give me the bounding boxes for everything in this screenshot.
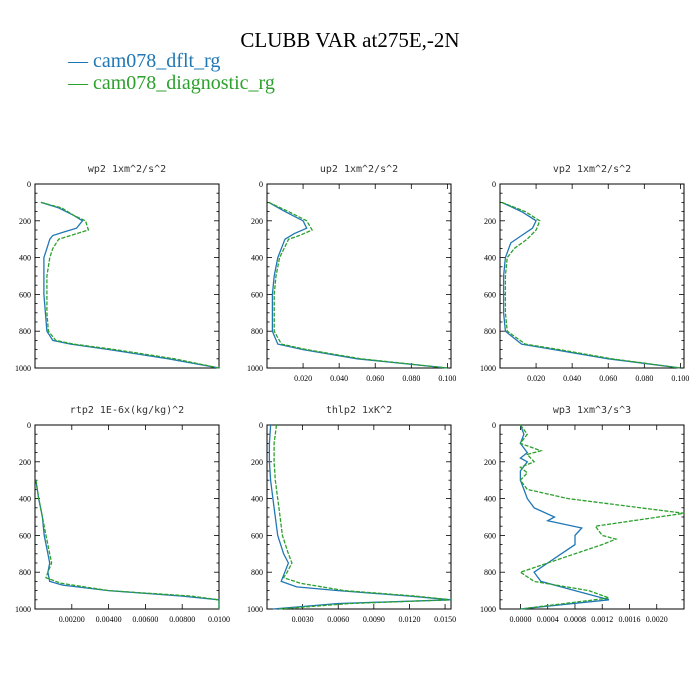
y-tick-label-0: 1000 <box>15 364 31 373</box>
y-tick-label-0: 0 <box>27 180 31 189</box>
x-tick-label-1: 0.020 <box>294 374 312 383</box>
y-tick-label-5: 1000 <box>480 605 496 614</box>
y-tick-label-0: 600 <box>19 290 31 299</box>
y-tick-label-2: 400 <box>484 254 496 263</box>
panel-title-1: up2 1xm^2/s^2 <box>320 164 398 175</box>
legend-item-dflt: — cam078_dflt_rg <box>68 50 275 72</box>
x-tick-label-3: 0.00400 <box>96 615 122 624</box>
y-tick-label-2: 0 <box>492 180 496 189</box>
y-tick-label-0: 200 <box>19 217 31 226</box>
y-tick-label-2: 600 <box>484 290 496 299</box>
series-line-dflt-2 <box>501 201 681 369</box>
y-tick-label-0: 800 <box>19 327 31 336</box>
y-tick-label-1: 0 <box>259 180 263 189</box>
legend-label-diag: cam078_diagnostic_rg <box>93 72 275 94</box>
y-tick-label-0: 400 <box>19 254 31 263</box>
y-tick-label-1: 1000 <box>247 364 263 373</box>
y-tick-label-1: 600 <box>251 290 263 299</box>
x-tick-label-4: 0.0060 <box>327 615 349 624</box>
series-line-diag-5 <box>518 424 685 610</box>
x-tick-label-1: 0.040 <box>330 374 348 383</box>
y-tick-label-3: 400 <box>19 495 31 504</box>
panel-title-3: rtp2 1E-6x(kg/kg)^2 <box>70 405 184 416</box>
y-tick-label-5: 200 <box>484 458 496 467</box>
y-tick-label-2: 800 <box>484 327 496 336</box>
panel-frame-0 <box>34 183 220 369</box>
series-line-dflt-5 <box>519 424 610 610</box>
x-tick-label-5: 0.0004 <box>537 615 559 624</box>
x-tick-label-2: 0.040 <box>563 374 581 383</box>
x-tick-label-5: 0.0016 <box>618 615 640 624</box>
legend-label-dflt: cam078_dflt_rg <box>93 50 221 72</box>
series-line-diag-1 <box>268 201 448 369</box>
y-tick-label-3: 600 <box>19 531 31 540</box>
x-tick-label-5: 0.0000 <box>509 615 531 624</box>
panel-title-4: thlp2 1xK^2 <box>326 405 392 416</box>
y-tick-label-1: 800 <box>251 327 263 336</box>
y-tick-label-2: 1000 <box>480 364 496 373</box>
x-tick-label-4: 0.0120 <box>398 615 420 624</box>
series-line-diag-2 <box>501 201 681 369</box>
y-tick-label-4: 200 <box>251 458 263 467</box>
y-tick-label-1: 400 <box>251 254 263 263</box>
panel-frame-2 <box>499 183 685 369</box>
x-tick-label-5: 0.0008 <box>564 615 586 624</box>
y-tick-label-4: 600 <box>251 531 263 540</box>
x-tick-label-5: 0.0012 <box>591 615 613 624</box>
series-line-diag-3 <box>35 480 220 609</box>
legend: — cam078_dflt_rg — cam078_diagnostic_rg <box>68 50 275 94</box>
x-tick-label-5: 0.0020 <box>646 615 668 624</box>
y-tick-label-3: 1000 <box>15 605 31 614</box>
x-tick-label-4: 0.0030 <box>292 615 314 624</box>
legend-item-diag: — cam078_diagnostic_rg <box>68 72 275 94</box>
series-line-diag-0 <box>40 201 220 369</box>
x-tick-label-4: 0.0150 <box>434 615 456 624</box>
x-tick-label-1: 0.100 <box>438 374 456 383</box>
y-tick-label-5: 600 <box>484 531 496 540</box>
y-tick-label-3: 200 <box>19 458 31 467</box>
panel-title-2: vp2 1xm^2/s^2 <box>553 164 631 175</box>
x-tick-label-3: 0.00200 <box>59 615 85 624</box>
x-tick-label-2: 0.020 <box>527 374 545 383</box>
y-tick-label-3: 800 <box>19 568 31 577</box>
y-tick-label-3: 0 <box>27 421 31 430</box>
x-tick-label-1: 0.060 <box>366 374 384 383</box>
series-line-dflt-1 <box>268 201 448 369</box>
x-tick-label-3: 0.00600 <box>132 615 158 624</box>
y-tick-label-4: 800 <box>251 568 263 577</box>
y-tick-label-5: 800 <box>484 568 496 577</box>
x-tick-label-2: 0.060 <box>599 374 617 383</box>
y-tick-label-5: 400 <box>484 495 496 504</box>
panel-title-0: wp2 1xm^2/s^2 <box>88 164 166 175</box>
x-tick-label-1: 0.080 <box>402 374 420 383</box>
x-tick-label-3: 0.0100 <box>208 615 230 624</box>
panel-frame-3 <box>34 424 220 610</box>
y-tick-label-1: 200 <box>251 217 263 226</box>
panel-title-5: wp3 1xm^3/s^3 <box>553 405 631 416</box>
y-tick-label-4: 400 <box>251 495 263 504</box>
panel-frame-1 <box>266 183 452 369</box>
series-line-diag-4 <box>273 424 452 610</box>
y-tick-label-5: 0 <box>492 421 496 430</box>
y-tick-label-4: 1000 <box>247 605 263 614</box>
legend-line-dflt: — <box>68 50 88 72</box>
x-tick-label-2: 0.080 <box>635 374 653 383</box>
x-tick-label-3: 0.00800 <box>169 615 195 624</box>
x-tick-label-2: 0.100 <box>671 374 689 383</box>
x-tick-label-4: 0.0090 <box>363 615 385 624</box>
figure-title: CLUBB VAR at275E,-2N <box>240 28 460 52</box>
series-line-dflt-3 <box>35 480 220 609</box>
legend-line-diag: — <box>68 72 88 94</box>
series-line-dflt-0 <box>40 201 220 369</box>
y-tick-label-2: 200 <box>484 217 496 226</box>
y-tick-label-4: 0 <box>259 421 263 430</box>
